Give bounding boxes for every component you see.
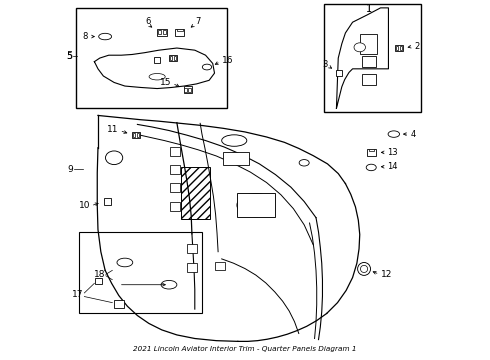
Bar (79, 232, 202, 313)
Text: 9: 9 (68, 165, 74, 174)
Bar (360, 34, 377, 54)
Text: 8: 8 (83, 32, 88, 41)
Text: 14: 14 (387, 162, 397, 171)
Text: 2021 Lincoln Aviator Interior Trim - Quarter Panels Diagram 1: 2021 Lincoln Aviator Interior Trim - Qua… (133, 346, 357, 352)
Ellipse shape (299, 159, 309, 166)
Bar (170, 202, 180, 211)
Bar (170, 147, 180, 156)
Text: 1: 1 (366, 4, 372, 14)
Ellipse shape (221, 135, 247, 146)
Bar (177, 29, 183, 31)
Text: 3: 3 (322, 60, 327, 69)
Bar (114, 300, 124, 308)
Text: 15: 15 (160, 78, 172, 87)
Bar (174, 57, 176, 60)
Circle shape (358, 262, 370, 275)
Bar (163, 30, 166, 35)
Text: 5: 5 (66, 51, 72, 61)
Ellipse shape (105, 151, 122, 165)
Bar (223, 152, 249, 165)
Bar (158, 30, 161, 35)
Text: 4: 4 (411, 130, 416, 139)
Bar (157, 29, 167, 36)
Ellipse shape (388, 131, 399, 137)
Text: 7: 7 (196, 17, 201, 26)
Bar (336, 70, 342, 76)
Bar (181, 167, 210, 220)
Bar (170, 183, 180, 192)
Bar (187, 244, 197, 253)
Bar (324, 4, 421, 112)
Bar (104, 198, 111, 205)
Bar (215, 262, 225, 270)
Text: 12: 12 (381, 270, 392, 279)
Bar (175, 29, 184, 36)
Ellipse shape (237, 193, 274, 217)
Ellipse shape (354, 43, 366, 52)
Ellipse shape (117, 258, 133, 267)
Ellipse shape (98, 33, 112, 40)
Bar (154, 57, 160, 63)
Bar (362, 74, 376, 85)
Text: 2: 2 (414, 42, 419, 51)
Text: 17: 17 (72, 290, 84, 299)
Text: 11: 11 (107, 125, 119, 134)
Bar (367, 149, 376, 156)
Text: 16: 16 (221, 57, 233, 66)
Bar (76, 8, 227, 108)
Text: 18: 18 (94, 270, 105, 279)
Text: 10: 10 (78, 201, 90, 210)
Bar (396, 46, 398, 50)
Bar (95, 278, 102, 284)
Text: 13: 13 (387, 148, 397, 157)
Bar (170, 55, 177, 61)
Bar (133, 133, 135, 137)
Bar (189, 88, 191, 91)
Text: 6: 6 (146, 17, 151, 26)
Bar (237, 193, 274, 217)
Bar (137, 133, 139, 137)
Bar (132, 132, 140, 138)
Bar (395, 45, 403, 51)
Ellipse shape (149, 73, 165, 80)
Bar (187, 264, 197, 273)
Ellipse shape (202, 64, 212, 70)
Circle shape (361, 265, 368, 273)
Bar (400, 46, 402, 50)
Ellipse shape (161, 280, 177, 289)
Bar (184, 86, 192, 93)
Bar (362, 56, 376, 67)
Bar (170, 57, 172, 60)
Text: 5: 5 (67, 52, 72, 61)
Bar (170, 165, 180, 174)
Ellipse shape (366, 164, 376, 171)
Bar (184, 88, 187, 91)
Bar (369, 149, 374, 151)
